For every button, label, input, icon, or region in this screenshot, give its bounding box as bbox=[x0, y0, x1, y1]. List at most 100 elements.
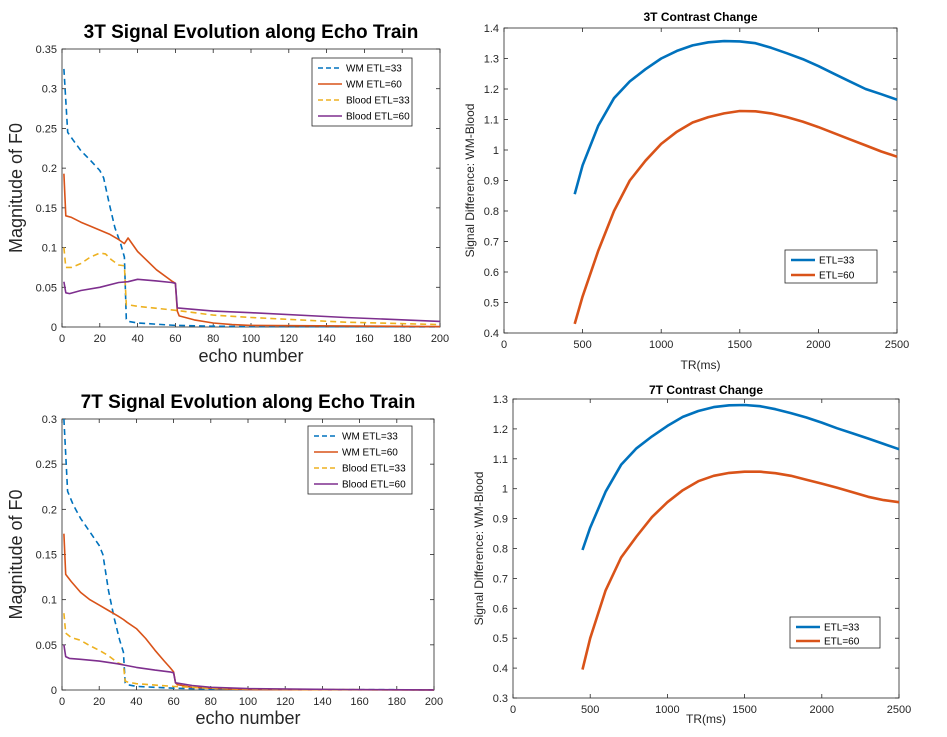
x-tick-label: 200 bbox=[431, 333, 449, 345]
y-tick-label: 0.3 bbox=[493, 693, 508, 705]
x-tick-label: 500 bbox=[581, 704, 599, 716]
legend-entry-label: Blood ETL=33 bbox=[342, 464, 406, 475]
series-line-1 bbox=[581, 470, 900, 670]
y-tick-label: 0.05 bbox=[36, 282, 57, 294]
legend-box bbox=[307, 425, 413, 495]
x-tick-label: 40 bbox=[130, 696, 142, 708]
series-line-0 bbox=[581, 403, 900, 551]
x-tick-label: 1500 bbox=[732, 704, 756, 716]
y-tick-label: 0.25 bbox=[36, 459, 57, 471]
y-tick-label: 0.2 bbox=[42, 163, 57, 175]
y-tick-label: 1.1 bbox=[493, 454, 508, 466]
x-tick-label: 0 bbox=[59, 333, 65, 345]
legend-entry-label: WM ETL=33 bbox=[342, 432, 398, 443]
legend-entry-label: Blood ETL=60 bbox=[346, 112, 410, 123]
series-line-2 bbox=[63, 247, 441, 326]
x-tick-label: 120 bbox=[280, 333, 298, 345]
y-tick-label: 1.4 bbox=[484, 23, 499, 35]
x-tick-label: 2000 bbox=[806, 339, 830, 351]
series-line-3 bbox=[63, 278, 441, 323]
y-tick-label: 0.7 bbox=[493, 573, 508, 585]
y-tick-label: 0 bbox=[51, 685, 57, 697]
x-tick-label: 0 bbox=[59, 696, 65, 708]
x-axis-label: echo number bbox=[198, 346, 303, 366]
y-tick-label: 0.1 bbox=[42, 595, 57, 607]
series-line-3 bbox=[63, 644, 435, 691]
y-axis-label: Signal Difference: WM-Blood bbox=[463, 104, 477, 258]
series-line-2 bbox=[63, 613, 435, 691]
y-tick-label: 1.2 bbox=[493, 424, 508, 436]
legend: WM ETL=33 WM ETL=60 Blood ETL=33 Blood ETL=… bbox=[307, 425, 413, 495]
plot-area-frame bbox=[503, 27, 898, 334]
series-line-0 bbox=[573, 39, 898, 195]
x-tick-label: 1000 bbox=[649, 339, 673, 351]
x-tick-label: 80 bbox=[205, 696, 217, 708]
series-line-1 bbox=[573, 109, 898, 325]
y-tick-label: 1.1 bbox=[484, 115, 499, 127]
x-tick-label: 180 bbox=[393, 333, 411, 345]
y-tick-label: 0.3 bbox=[42, 414, 57, 426]
y-tick-label: 0.4 bbox=[493, 663, 508, 675]
y-tick-label: 0.8 bbox=[484, 206, 499, 218]
legend-box bbox=[311, 57, 413, 127]
x-tick-label: 0 bbox=[501, 339, 507, 351]
chart-panel-2: 0 20 40 60 80 100 120 140 160 180 200 0 0.05 0.1 0.15 0… bbox=[6, 392, 443, 728]
x-tick-label: 140 bbox=[317, 333, 335, 345]
x-tick-label: 20 bbox=[93, 696, 105, 708]
x-tick-label: 60 bbox=[169, 333, 181, 345]
x-axis-label: TR(ms) bbox=[681, 358, 721, 372]
y-tick-label: 0.25 bbox=[36, 123, 57, 135]
legend-entry-label: WM ETL=33 bbox=[346, 64, 402, 75]
y-tick-label: 0.7 bbox=[484, 237, 499, 249]
x-tick-label: 60 bbox=[167, 696, 179, 708]
legend: ETL=33 ETL=60 bbox=[784, 249, 878, 284]
y-tick-label: 0.15 bbox=[36, 550, 57, 562]
x-tick-label: 180 bbox=[388, 696, 406, 708]
x-tick-label: 100 bbox=[242, 333, 260, 345]
x-tick-label: 160 bbox=[350, 696, 368, 708]
y-tick-label: 1.3 bbox=[493, 394, 508, 406]
y-tick-label: 0.3 bbox=[42, 84, 57, 96]
legend-entry-label: WM ETL=60 bbox=[346, 80, 402, 91]
x-tick-label: 2500 bbox=[885, 339, 909, 351]
y-tick-label: 0.05 bbox=[36, 640, 57, 652]
x-axis-label: echo number bbox=[195, 708, 300, 728]
series-line-1 bbox=[63, 533, 435, 691]
y-axis-label: Signal Difference: WM-Blood bbox=[472, 472, 486, 626]
legend-entry-label: ETL=60 bbox=[819, 271, 855, 282]
x-tick-label: 40 bbox=[131, 333, 143, 345]
y-tick-label: 0.1 bbox=[42, 243, 57, 255]
chart-title: 7T Contrast Change bbox=[649, 383, 763, 397]
x-tick-label: 80 bbox=[207, 333, 219, 345]
y-tick-label: 0.4 bbox=[484, 328, 499, 340]
chart-panel-0: 0 20 40 60 80 100 120 140 160 180 200 0 0.05 0.1 0.15 0… bbox=[6, 22, 449, 366]
legend: WM ETL=33 WM ETL=60 Blood ETL=33 Blood ETL=… bbox=[311, 57, 413, 127]
y-tick-label: 0.6 bbox=[493, 603, 508, 615]
y-tick-label: 0.2 bbox=[42, 504, 57, 516]
x-tick-label: 500 bbox=[573, 339, 591, 351]
legend-entry-label: ETL=33 bbox=[819, 256, 855, 267]
series-line-1 bbox=[63, 173, 441, 328]
legend-entry-label: ETL=33 bbox=[824, 623, 860, 634]
x-tick-label: 140 bbox=[313, 696, 331, 708]
y-tick-label: 0.5 bbox=[493, 633, 508, 645]
legend-entry-label: WM ETL=60 bbox=[342, 448, 398, 459]
x-tick-label: 100 bbox=[239, 696, 257, 708]
y-tick-label: 0.9 bbox=[484, 176, 499, 188]
x-tick-label: 20 bbox=[94, 333, 106, 345]
y-axis-label: Magnitude of F0 bbox=[6, 489, 26, 619]
x-tick-label: 1000 bbox=[655, 704, 679, 716]
series-line-0 bbox=[63, 418, 435, 691]
y-tick-label: 1.2 bbox=[484, 84, 499, 96]
x-tick-label: 2500 bbox=[887, 704, 911, 716]
legend-box bbox=[784, 249, 878, 284]
y-tick-label: 1 bbox=[502, 484, 508, 496]
chart-panel-1: 0 500 1000 1500 2000 2500 0.4 0.5 0.6 0.7 0.8 0.9 1 1… bbox=[463, 10, 909, 372]
chart-panel-3: 0 500 1000 1500 2000 2500 0.3 0.4 0.5 0.6 0.7 0.8 0.… bbox=[472, 383, 911, 726]
chart-title: 3T Signal Evolution along Echo Train bbox=[84, 22, 419, 43]
y-tick-label: 0.5 bbox=[484, 298, 499, 310]
y-tick-label: 0.6 bbox=[484, 267, 499, 279]
x-axis-label: TR(ms) bbox=[686, 712, 726, 726]
series-line-0 bbox=[63, 68, 441, 328]
